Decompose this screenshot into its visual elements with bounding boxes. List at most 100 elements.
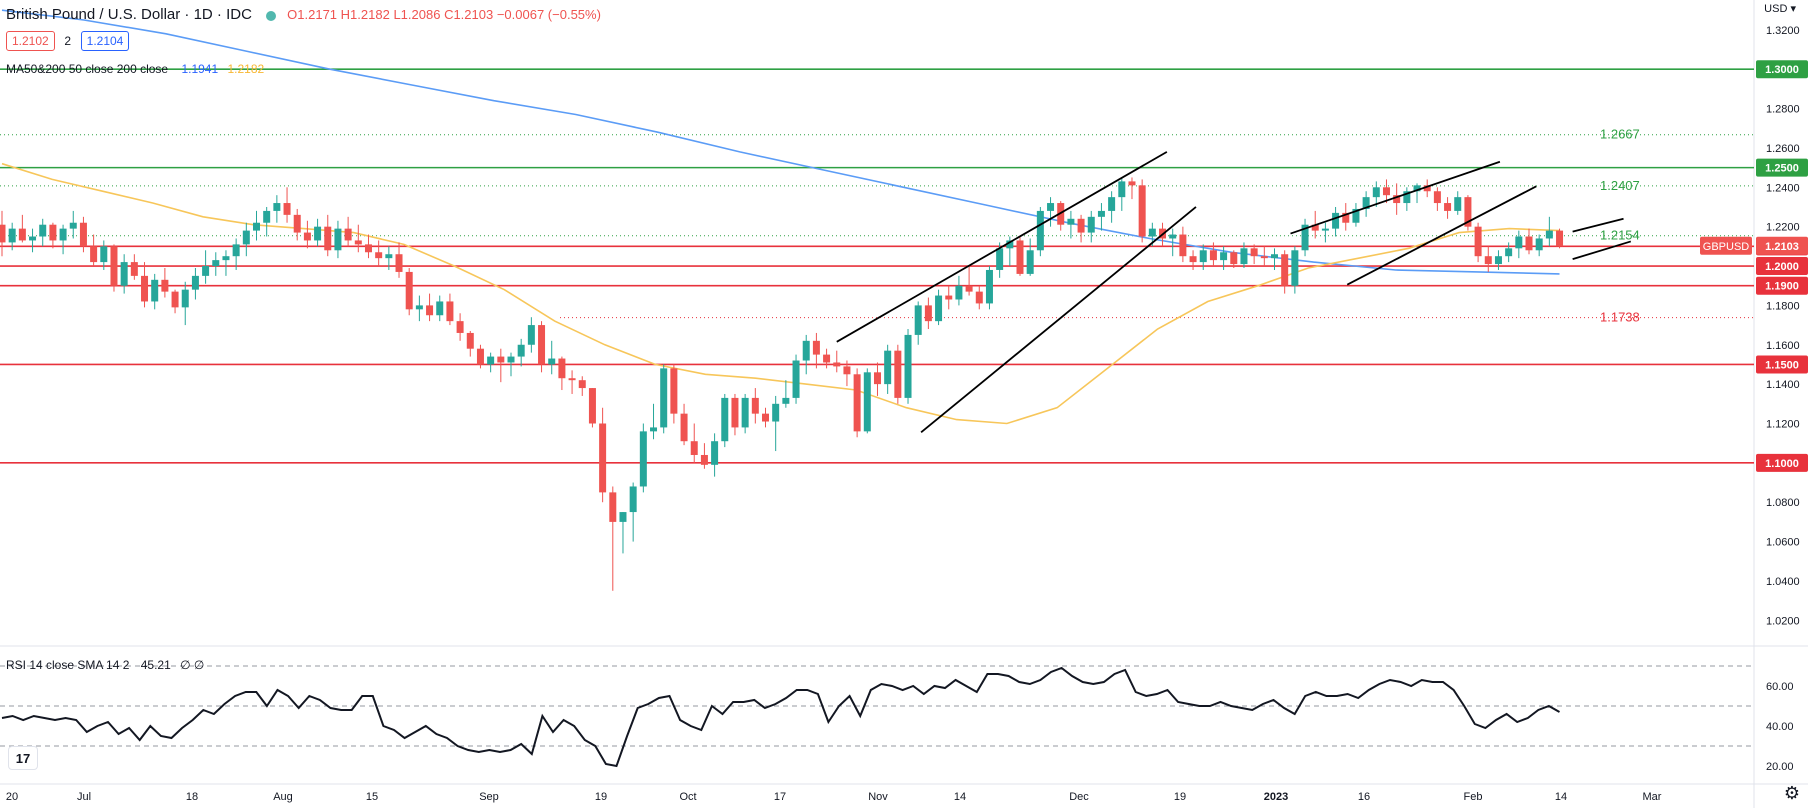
level-badge-1.1500 [1756,355,1808,374]
candle-body [904,334,912,398]
candle-body [1362,197,1370,209]
candle-body [293,214,301,233]
trendline [920,206,1197,434]
candle-body [273,203,281,211]
market-status-icon [265,10,276,21]
ma-label: MA50&200 50 close 200 close [6,62,169,76]
candle-body [924,305,932,322]
level-badge-text: 1.1900 [1765,281,1799,293]
gear-icon[interactable]: ⚙ [1783,783,1800,803]
level-badge-text: 1.1500 [1765,359,1799,371]
candle-body [263,210,271,223]
candle-body [853,374,861,432]
candle-body [161,279,169,292]
candle-body [578,380,586,389]
candle-body [711,441,719,465]
candle-body [79,222,87,247]
candle-body [1026,250,1034,274]
candle-body [538,325,546,365]
candle-body [507,356,515,363]
candle-body [303,232,311,241]
candle-body [314,226,322,241]
candle-body [1230,252,1238,265]
candle-body [49,224,57,241]
level-badge-1.2000 [1756,257,1808,276]
candle-body [588,388,596,424]
currency-selector[interactable]: USD ▾ [1764,2,1796,15]
price-tick-label: 1.1200 [1766,418,1800,430]
candle-body [1352,208,1360,223]
candle-body [843,366,851,375]
candle-body [436,301,444,316]
ohlc-open: O1.2171 [287,7,338,22]
candle-body [1209,250,1217,261]
candle-body [39,224,47,237]
candle-body [1148,228,1156,237]
candle-body [609,492,617,522]
rsi-tick-label: 60.00 [1766,681,1794,693]
candle-body [812,340,820,355]
candle-body [344,228,352,241]
sell-price-button[interactable]: 1.2102 [6,31,55,51]
candle-body [965,285,973,292]
price-tick-label: 1.0200 [1766,615,1800,627]
tradingview-logo-icon[interactable]: 17 [8,746,38,770]
symbol-badge [1700,236,1752,255]
candle-body [151,279,159,302]
candle-body [1444,203,1452,211]
candle-body [1382,187,1390,196]
candle-body [1321,228,1329,231]
level-badge-text: 1.1000 [1765,458,1799,470]
candle-body [721,397,729,442]
level-badge-1.3000 [1756,60,1808,79]
time-tick-label: Sep [479,791,499,803]
ma200-value: 1.2182 [227,62,265,76]
candle-body [364,244,372,253]
candle-body [1494,256,1502,265]
candle-body [385,254,393,259]
candle-body [873,372,881,385]
candle-body [446,301,454,322]
trendline [1290,160,1501,235]
symbol-title[interactable]: British Pound / U.S. Dollar · 1D · IDC [6,6,252,23]
buy-price-button[interactable]: 1.2104 [80,31,130,51]
candle-body [1271,254,1278,259]
candle-body [527,325,535,345]
candle-body [1281,254,1289,286]
candle-body [1393,195,1401,204]
rsi-legend[interactable]: RSI 14 close SMA 14 2 45.21 ∅ ∅ [6,658,204,672]
level-text-1.1738: 1.1738 [1600,310,1640,325]
candle-body [181,289,189,308]
candle-body [1250,248,1258,257]
candle-body [1423,185,1431,192]
time-tick-label: 14 [1555,791,1567,803]
time-tick-label: 17 [774,791,786,803]
rsi-label: RSI 14 close SMA 14 2 [6,658,130,672]
candle-body [100,246,108,263]
price-tick-label: 1.2600 [1766,143,1800,155]
candle-body [1332,212,1340,229]
candle-body [1545,230,1553,239]
candle-body [415,305,423,310]
candle-body [1189,256,1197,263]
candle-body [1301,224,1309,251]
time-tick-label: 16 [1358,791,1370,803]
price-tick-label: 1.2400 [1766,182,1800,194]
logo-text: 17 [15,750,31,766]
candle-body [120,262,128,286]
candle-body [700,454,708,465]
candle-body [558,358,566,379]
candle-body [1433,191,1441,204]
candle-body [1087,216,1095,233]
candle-body [324,226,332,251]
candle-body [497,356,505,363]
candle-body [650,427,658,432]
ma-legend[interactable]: MA50&200 50 close 200 close 1.1941 1.218… [6,62,264,76]
candle-body [1097,210,1105,217]
rsi-tick-label: 40.00 [1766,721,1794,733]
candle-body [833,362,841,367]
candle-body [660,368,668,428]
candle-body [975,291,983,304]
time-tick-label: Feb [1464,791,1483,803]
